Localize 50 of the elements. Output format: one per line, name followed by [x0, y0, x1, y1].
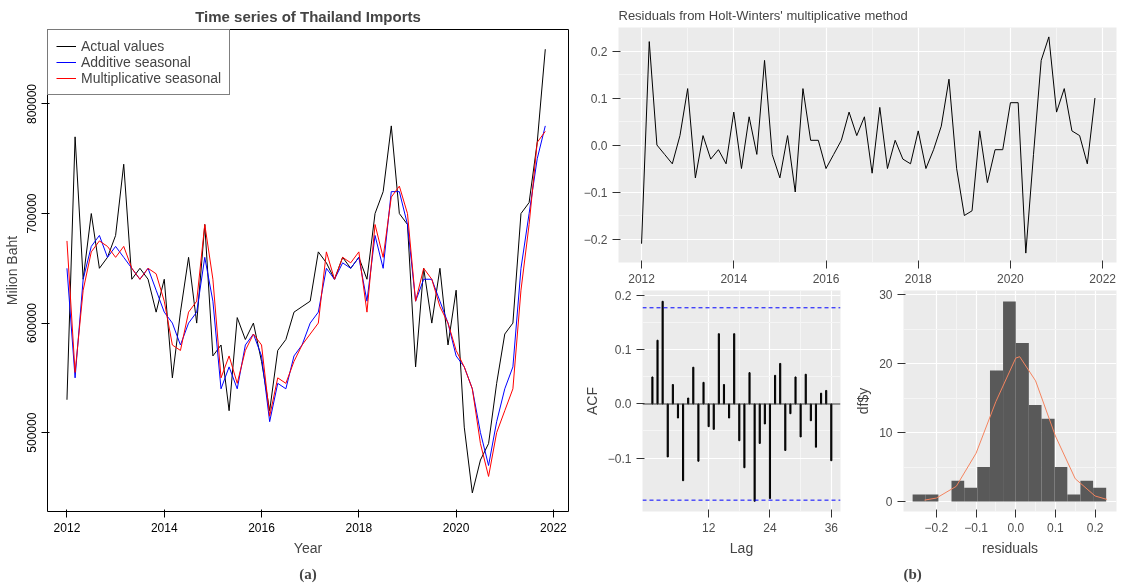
- x-tick-label: 2022: [540, 520, 568, 535]
- x-tick-label: −0.1: [964, 520, 989, 535]
- y-tick-label: 600000: [25, 302, 40, 344]
- y-tick-label: 0: [885, 495, 893, 509]
- x-tick-label: 2020: [997, 271, 1025, 286]
- x-tick-label: 2016: [248, 520, 276, 535]
- x-tick-label: 2014: [150, 520, 178, 535]
- y-tick-label: 0.2: [590, 44, 608, 59]
- x-tick-label: 0.1: [1047, 520, 1065, 535]
- y-tick-label: 0.2: [614, 289, 632, 304]
- y-tick-label: 700000: [25, 193, 40, 234]
- x-axis-title: residuals: [981, 539, 1039, 556]
- x-tick-label: 24: [763, 520, 777, 535]
- x-tick-label: 0.2: [1086, 520, 1104, 535]
- y-tick-label: 0.0: [614, 397, 632, 412]
- x-axis-title: Year: [293, 539, 323, 556]
- y-axis-title: df$y: [855, 387, 872, 415]
- y-tick-label: −0.1: [583, 185, 608, 200]
- x-tick-label: 2012: [53, 520, 81, 535]
- y-tick-label: −0.2: [583, 232, 608, 247]
- y-axis-title: Milion Baht: [3, 235, 20, 306]
- chart-title: Time series of Thailand Imports: [195, 7, 421, 25]
- x-tick-label: 2014: [720, 271, 748, 286]
- y-tick-label: 30: [879, 288, 893, 303]
- legend-label: Additive seasonal: [81, 54, 191, 70]
- y-tick-label: 800000: [25, 83, 40, 125]
- x-tick-label: −0.2: [924, 520, 949, 535]
- x-tick-label: 2018: [345, 520, 373, 535]
- x-tick-label: 2020: [442, 520, 470, 535]
- y-tick-label: 0.0: [590, 138, 608, 153]
- legend-label: Actual values: [81, 38, 165, 54]
- x-tick-label: 2016: [812, 271, 840, 286]
- y-tick-label: 0.1: [614, 343, 632, 358]
- x-tick-label: 2022: [1089, 271, 1117, 286]
- y-tick-label: 0.1: [590, 91, 608, 106]
- text: (b): [903, 565, 922, 583]
- x-tick-label: 2012: [628, 271, 656, 286]
- legend-label: Multiplicative seasonal: [81, 70, 222, 86]
- x-tick-label: 36: [824, 520, 839, 535]
- x-tick-label: 2018: [904, 271, 932, 286]
- x-tick-label: 12: [701, 520, 716, 535]
- y-tick-label: −0.1: [607, 451, 632, 466]
- y-axis-title: ACF: [583, 387, 600, 415]
- chart-title: Residuals from Holt-Winters' multiplicative method: [618, 7, 908, 23]
- y-tick-label: 500000: [25, 412, 40, 453]
- x-axis-title: Lag: [729, 539, 754, 556]
- text: (a): [299, 565, 317, 583]
- y-tick-label: 10: [879, 426, 893, 441]
- y-tick-label: 20: [879, 357, 893, 372]
- x-tick-label: 0.0: [1007, 520, 1025, 535]
